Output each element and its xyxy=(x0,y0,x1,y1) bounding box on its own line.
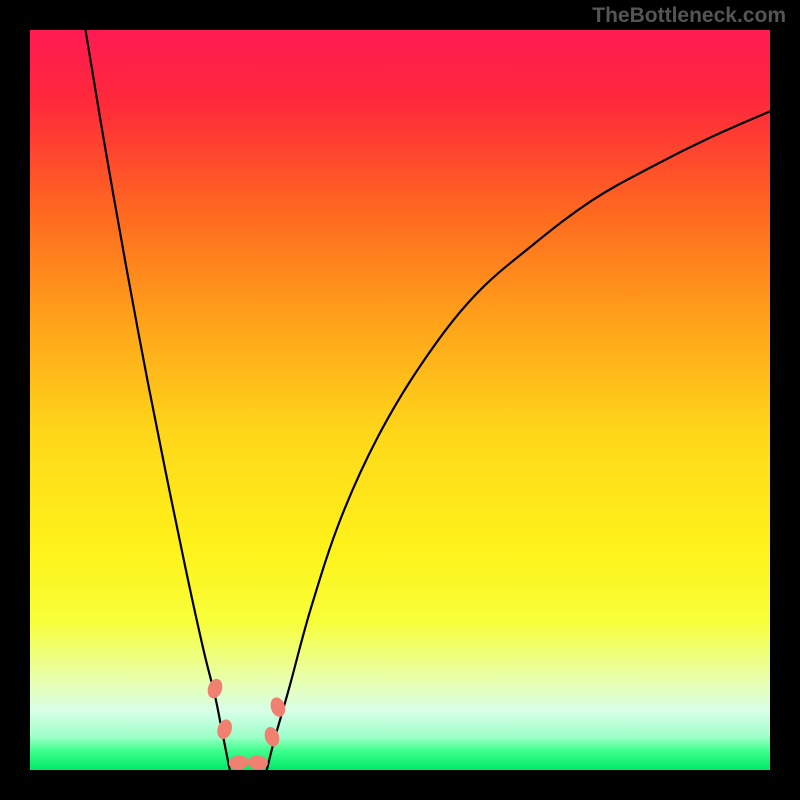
curve-marker xyxy=(205,677,224,700)
curve-marker xyxy=(247,755,268,771)
chart-outer-frame: TheBottleneck.com xyxy=(0,0,800,800)
watermark-label: TheBottleneck.com xyxy=(592,4,786,28)
plot-area xyxy=(30,30,770,770)
marker-group xyxy=(205,677,287,771)
bottleneck-right-curve xyxy=(267,111,770,770)
bottleneck-left-curve xyxy=(86,30,230,770)
curve-marker xyxy=(262,725,281,748)
curve-marker xyxy=(215,718,234,741)
curve-layer xyxy=(30,30,770,770)
curve-marker xyxy=(228,755,249,771)
curve-marker xyxy=(268,695,287,718)
